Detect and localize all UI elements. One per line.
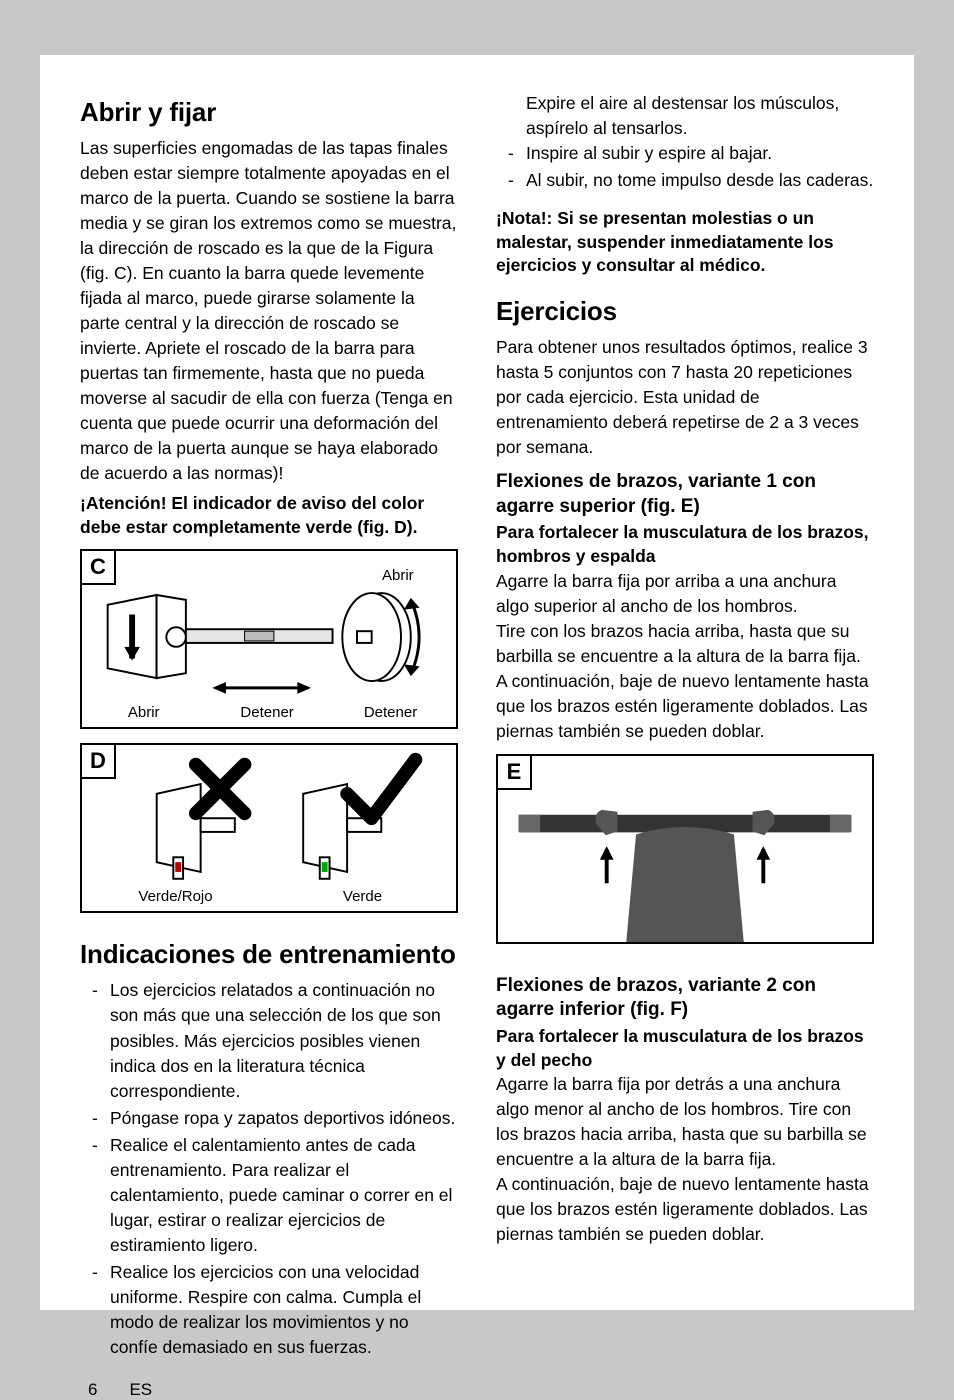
figd-cap-vr: Verde/Rojo [82, 888, 269, 905]
nota-warning: ¡Nota!: Si se presentan molestias o un m… [496, 207, 874, 278]
list-item: Realice los ejercicios con una velocidad… [84, 1260, 458, 1360]
figure-d-label: D [80, 743, 116, 779]
page-number: 6 [88, 1380, 97, 1400]
para-abrir: Las superficies engomadas de las tapas f… [80, 136, 458, 486]
heading-flex2: Flexiones de brazos, variante 2 con agar… [496, 974, 874, 1023]
list-item: Póngase ropa y zapatos deportivos idóneo… [84, 1106, 458, 1131]
list-item: Al subir, no tome impulso desde las cade… [500, 168, 874, 193]
figure-e-label: E [496, 754, 532, 790]
list-item: Inspire al subir y espire al bajar. [500, 141, 874, 166]
figd-cap-v: Verde [269, 888, 456, 905]
figc-cap-abrir-top: Abrir [382, 567, 414, 584]
footer: 6 ES [80, 1380, 874, 1400]
left-column: Abrir y fijar Las superficies engomadas … [80, 91, 458, 1362]
list-top: Inspire al subir y espire al bajar. Al s… [496, 141, 874, 193]
heading-ejercicios: Ejercicios [496, 296, 874, 327]
warning-abrir: ¡Atención! El indicador de aviso del col… [80, 492, 458, 539]
para-flex2b: A continuación, baje de nuevo lentamente… [496, 1172, 874, 1247]
page-language: ES [129, 1380, 152, 1400]
heading-abrir: Abrir y fijar [80, 97, 458, 128]
figc-cap-detener2: Detener [329, 704, 452, 721]
heading-indicaciones: Indicaciones de entrenamiento [80, 939, 458, 970]
para-flex1b: Tire con los brazos hacia arriba, hasta … [496, 619, 874, 744]
figc-cap-abrir: Abrir [82, 704, 205, 721]
figure-e-svg [498, 756, 872, 942]
para-flex1a: Agarre la barra fija por arriba a una an… [496, 569, 874, 619]
right-column: Expire el aire al destensar los músculos… [496, 91, 874, 1362]
figc-cap-detener1: Detener [205, 704, 328, 721]
figure-e: E [496, 754, 874, 944]
list-item: Realice el calentamiento antes de cada e… [84, 1133, 458, 1258]
figure-c: C [80, 549, 458, 729]
para-flex2a: Agarre la barra fija por detrás a una an… [496, 1072, 874, 1172]
heading-flex1: Flexiones de brazos, variante 1 con agar… [496, 470, 874, 519]
para-expire: Expire el aire al destensar los músculos… [496, 91, 874, 141]
heading-flex2-sub: Para fortalecer la musculatura de los br… [496, 1025, 874, 1072]
list-indicaciones: Los ejercicios relatados a continuación … [80, 978, 458, 1359]
para-ejercicios: Para obtener unos resultados óptimos, re… [496, 335, 874, 460]
figure-d: D [80, 743, 458, 913]
page: Abrir y fijar Las superficies engomadas … [40, 55, 914, 1310]
figure-c-label: C [80, 549, 116, 585]
figure-d-svg [82, 745, 456, 911]
list-item: Los ejercicios relatados a continuación … [84, 978, 458, 1103]
columns: Abrir y fijar Las superficies engomadas … [80, 91, 874, 1362]
heading-flex1-sub: Para fortalecer la musculatura de los br… [496, 521, 874, 568]
